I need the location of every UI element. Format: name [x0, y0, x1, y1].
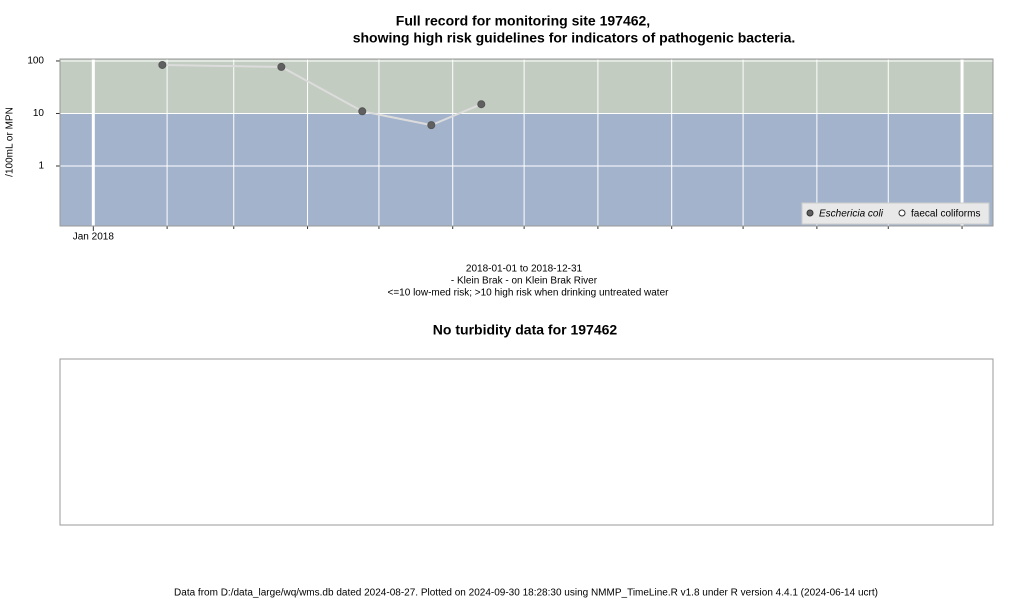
data-point [158, 60, 167, 69]
y-axis-label: /100mL or MPN [5, 107, 16, 177]
data-point [358, 107, 367, 116]
chart-title: Full record for monitoring site 197462, [396, 13, 650, 29]
data-point [427, 121, 436, 130]
plot-frame [59, 58, 994, 227]
high-risk-band [60, 59, 993, 114]
y-tick-label: 100 [27, 56, 44, 67]
chart-subtitle: showing high risk guidelines for indicat… [353, 30, 796, 46]
x-tick-label: Jan 2018 [73, 232, 115, 243]
legend-box [801, 202, 990, 225]
empty-panel [59, 358, 994, 526]
data-point [277, 62, 286, 71]
panel-title: No turbidity data for 197462 [433, 322, 618, 338]
legend-marker [806, 209, 814, 217]
caption: <=10 low-med risk; >10 high risk when dr… [388, 288, 670, 299]
footer: Data from D:/data_large/wq/wms.db dated … [174, 588, 878, 599]
caption: - Klein Brak - on Klein Brak River [451, 276, 598, 287]
y-tick-label: 1 [38, 161, 44, 172]
y-tick-label: 10 [33, 108, 45, 119]
legend-marker [898, 209, 906, 217]
legend-label: faecal coliforms [911, 209, 980, 220]
legend-label: Eschericia coli [819, 209, 884, 220]
caption: 2018-01-01 to 2018-12-31 [466, 264, 583, 275]
data-point [477, 100, 486, 109]
